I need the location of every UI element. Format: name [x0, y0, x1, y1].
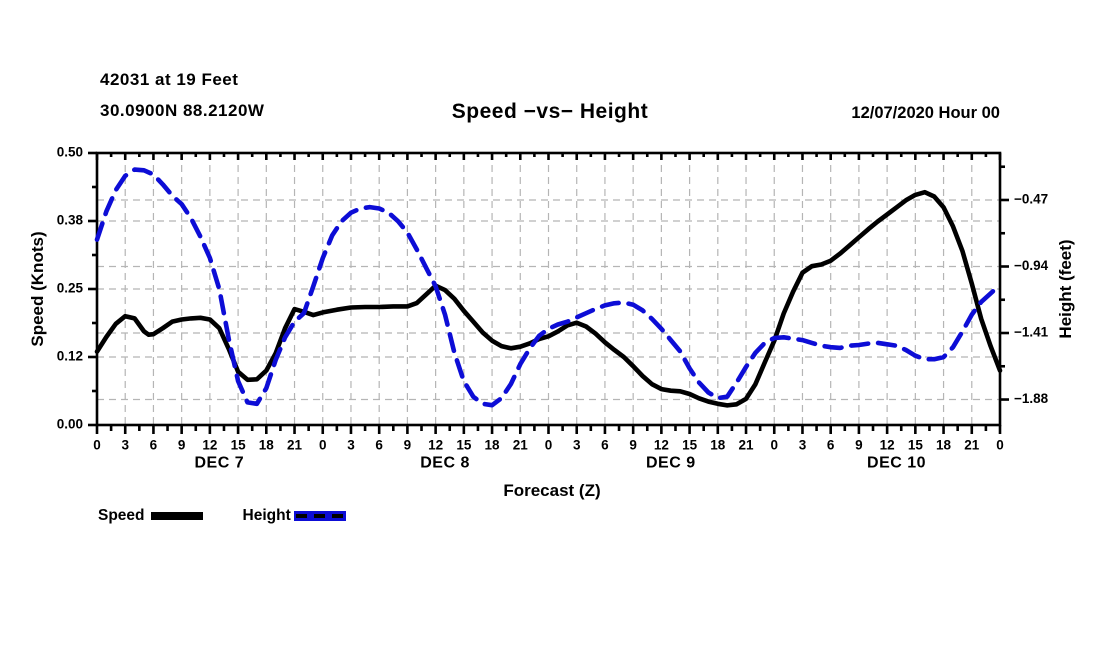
legend-height-dash-pattern	[295, 514, 344, 518]
legend-height-label: Height	[242, 507, 291, 524]
x-tick-label: 0	[770, 438, 778, 453]
x-tick-label: 15	[682, 438, 698, 453]
x-tick-label: 18	[259, 438, 275, 453]
x-axis-title: Forecast (Z)	[503, 481, 601, 500]
height-tick-label: −1.88	[1014, 391, 1049, 406]
x-tick-label: 0	[545, 438, 553, 453]
day-label: DEC 7	[194, 454, 244, 471]
x-tick-label: 3	[347, 438, 355, 453]
forecast-datetime-label: 12/07/2020 Hour 00	[851, 104, 1000, 122]
x-tick-label: 12	[428, 438, 443, 453]
x-tick-label: 6	[827, 438, 835, 453]
x-tick-label: 6	[375, 438, 383, 453]
x-tick-label: 21	[739, 438, 755, 453]
legend-height-line-swatch	[293, 511, 346, 521]
x-tick-label: 9	[855, 438, 863, 453]
legend-speed-line-swatch	[150, 512, 203, 520]
speed-tick-label: 0.00	[57, 417, 83, 432]
x-tick-label: 0	[93, 438, 101, 453]
height-tick-label: −1.41	[1014, 325, 1049, 340]
x-tick-label: 3	[573, 438, 581, 453]
x-tick-label: 12	[202, 438, 217, 453]
x-tick-label: 9	[178, 438, 186, 453]
x-tick-label: 21	[513, 438, 529, 453]
station-id-label: 42031 at 19 Feet	[100, 70, 239, 89]
plot-frame	[95, 151, 1002, 427]
x-tick-label: 3	[799, 438, 807, 453]
speed-tick-label: 0.25	[57, 281, 84, 296]
right-axis-title: Height (feet)	[1056, 239, 1075, 339]
x-tick-label: 3	[121, 438, 129, 453]
x-tick-label: 15	[908, 438, 924, 453]
speed-tick-label: 0.12	[57, 349, 83, 364]
height-tick-label: −0.47	[1014, 192, 1048, 207]
x-tick-label: 18	[936, 438, 952, 453]
x-tick-label: 9	[629, 438, 637, 453]
x-tick-label: 15	[231, 438, 247, 453]
x-tick-label: 6	[601, 438, 609, 453]
x-tick-label: 18	[485, 438, 501, 453]
day-label: DEC 10	[867, 454, 926, 471]
x-tick-label: 21	[287, 438, 303, 453]
x-tick-label: 21	[964, 438, 980, 453]
x-tick-label: 12	[654, 438, 669, 453]
legend-speed-label: Speed	[98, 507, 145, 524]
height-tick-label: −0.94	[1014, 258, 1049, 273]
x-tick-label: 9	[404, 438, 412, 453]
height-curve	[94, 167, 1003, 408]
x-tick-label: 6	[150, 438, 158, 453]
chart-title: Speed −vs− Height	[451, 100, 649, 123]
x-tick-label: 18	[710, 438, 726, 453]
left-axis-title: Speed (Knots)	[28, 231, 47, 347]
x-tick-label: 0	[319, 438, 327, 453]
x-tick-label: 0	[996, 438, 1004, 453]
day-label: DEC 9	[646, 454, 696, 471]
day-label: DEC 8	[420, 454, 470, 471]
x-tick-label: 12	[880, 438, 895, 453]
speed-tick-label: 0.50	[57, 145, 83, 160]
legend: Speed Height	[98, 504, 346, 528]
x-tick-label: 15	[456, 438, 472, 453]
station-coordinates-label: 30.0900N 88.2120W	[100, 101, 265, 120]
speed-tick-label: 0.38	[57, 213, 84, 228]
